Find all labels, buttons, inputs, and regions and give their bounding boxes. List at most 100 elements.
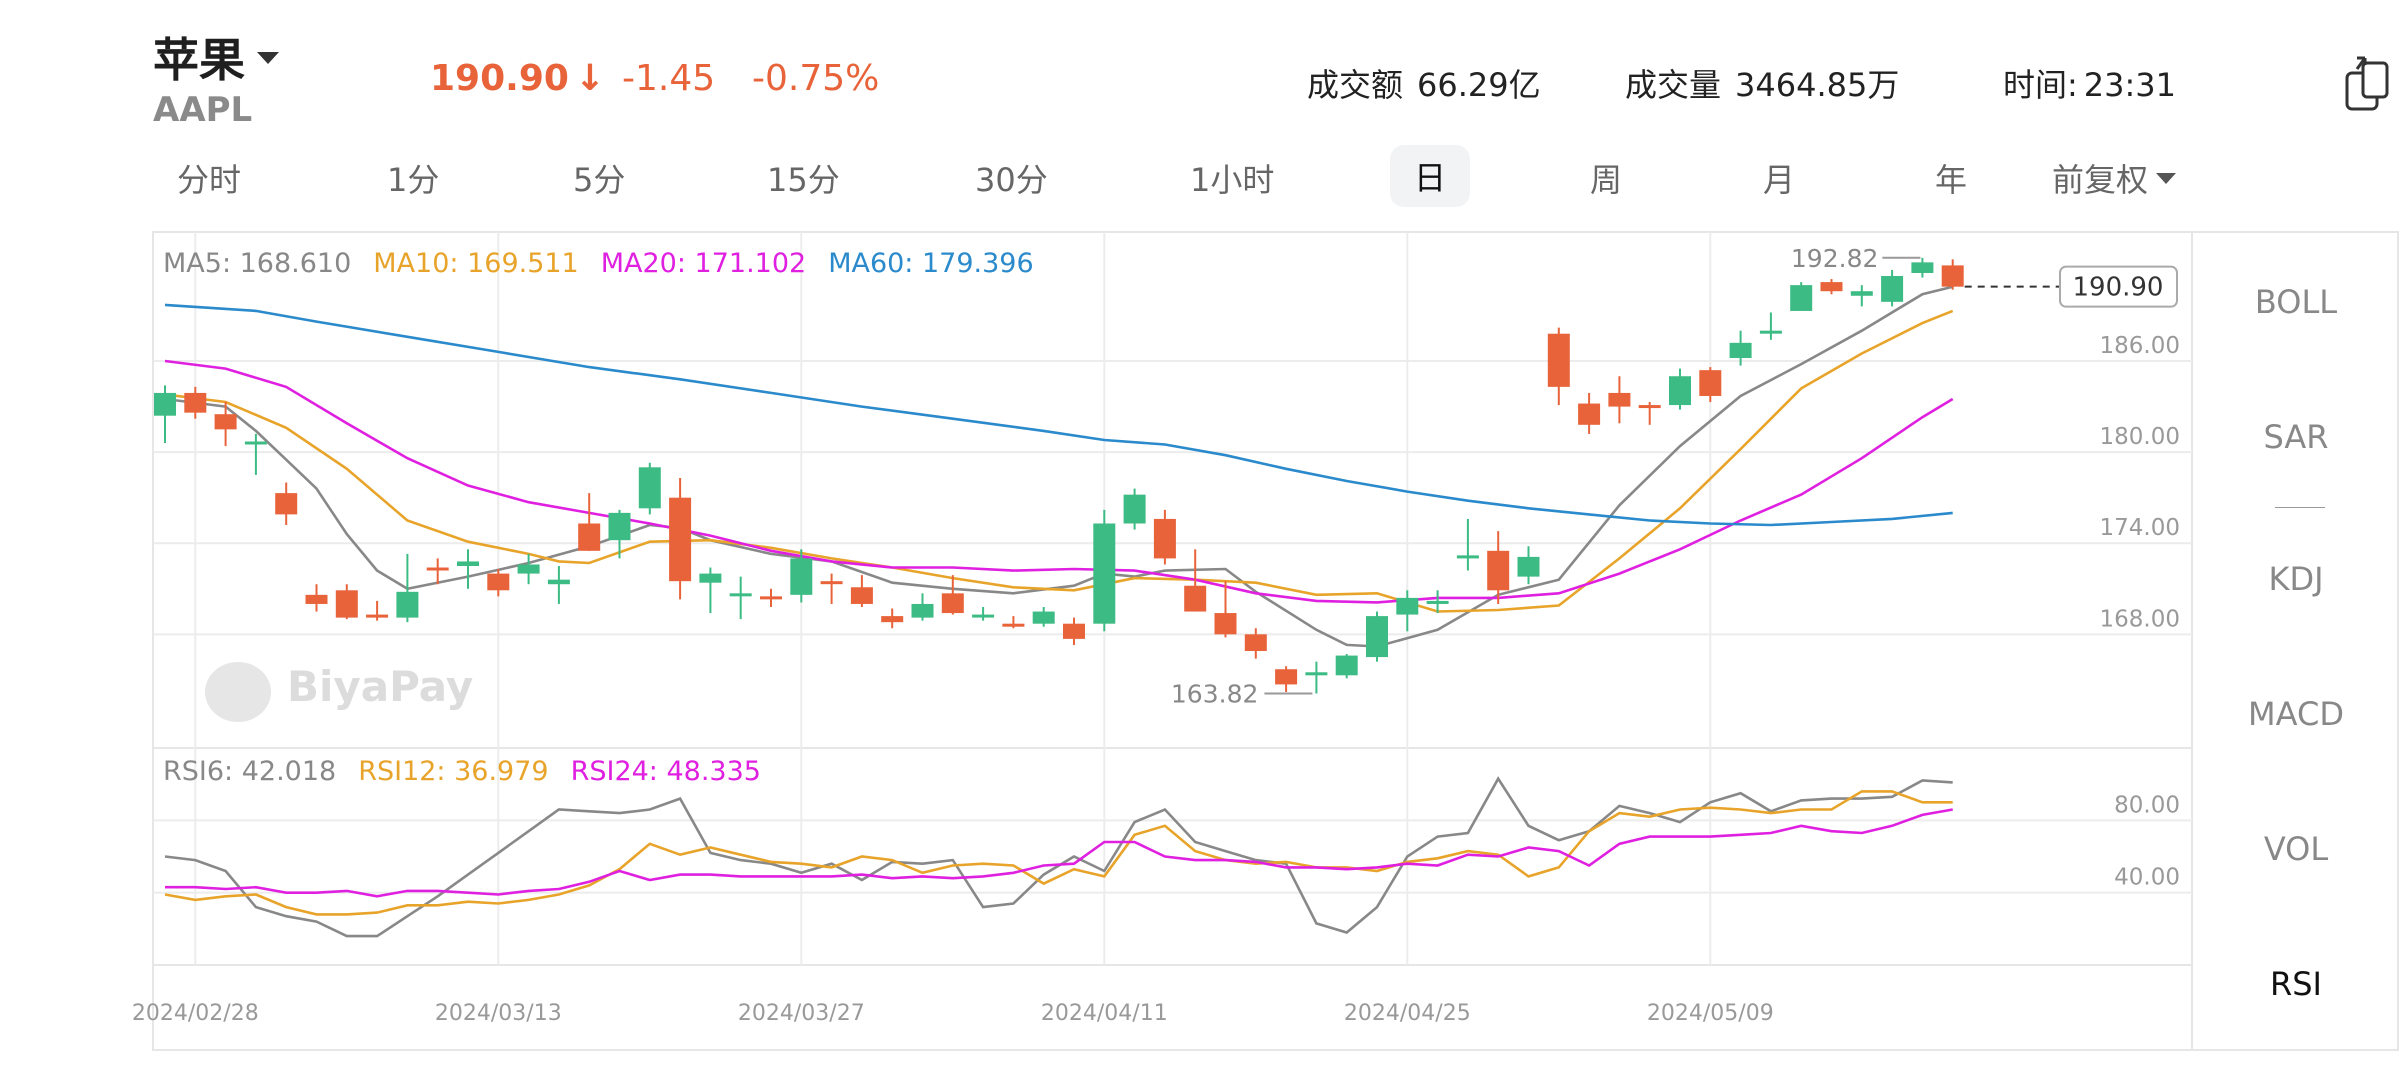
candle-body xyxy=(335,590,358,618)
tab-day[interactable]: 日 xyxy=(1390,145,1471,207)
candle xyxy=(578,493,601,551)
candle xyxy=(669,477,692,600)
tab-week[interactable]: 周 xyxy=(1590,161,1623,199)
tab-year[interactable]: 年 xyxy=(1935,161,1968,199)
tab-1hour[interactable]: 1小时 xyxy=(1190,161,1275,199)
candle-body xyxy=(1578,403,1601,425)
candle xyxy=(760,588,782,607)
indicator-sar[interactable]: SAR xyxy=(2263,418,2329,456)
candle-body xyxy=(1184,585,1207,612)
price-value: 190.90 ↓ xyxy=(430,58,605,99)
candle xyxy=(1608,376,1631,424)
tab-timeshare[interactable]: 分时 xyxy=(177,161,242,199)
stock-name[interactable]: 苹果 xyxy=(153,24,279,90)
rsi-line-rsi12 xyxy=(164,790,1953,916)
ma-legend-item: MA10: 169.511 xyxy=(373,248,578,279)
candle-body xyxy=(396,591,419,618)
candle xyxy=(790,549,813,603)
candle xyxy=(608,509,631,559)
watermark-logo xyxy=(205,662,271,722)
candle-body xyxy=(154,392,176,416)
candle-body xyxy=(1244,634,1267,652)
candle-body xyxy=(1941,265,1964,287)
ma-lines xyxy=(164,285,1954,648)
stock-dropdown-icon[interactable] xyxy=(257,51,279,64)
candle xyxy=(1214,581,1237,638)
candle-body xyxy=(790,558,813,595)
ma-legend-item: MA20: 171.102 xyxy=(601,248,806,279)
candle-body xyxy=(1214,613,1237,635)
candle-body xyxy=(578,523,601,551)
time-stat: 时间: 23:31 xyxy=(2003,60,2176,106)
volume-value: 3464.85万 xyxy=(1735,66,1900,104)
candle-body xyxy=(638,467,661,509)
candle xyxy=(972,606,995,621)
candle-body xyxy=(1275,669,1298,685)
chart-frame xyxy=(152,231,2399,1051)
candle xyxy=(1153,509,1176,565)
candle-body xyxy=(547,579,570,585)
candle xyxy=(1850,285,1873,307)
candle xyxy=(1669,368,1691,410)
candle-body xyxy=(244,441,267,445)
tab-30min[interactable]: 30分 xyxy=(975,161,1048,199)
candle xyxy=(547,566,570,604)
candle xyxy=(517,553,540,585)
ma-legend-item: MA60: 179.396 xyxy=(828,248,1033,279)
indicator-vol[interactable]: VOL xyxy=(2263,830,2329,868)
min-price-label: 163.82 xyxy=(1171,680,1258,709)
candle xyxy=(1881,269,1904,307)
indicator-kdj[interactable]: KDJ xyxy=(2268,560,2324,598)
share-icon[interactable] xyxy=(2345,55,2389,111)
candle-body xyxy=(1517,556,1540,577)
x-tick-label: 2024/03/13 xyxy=(435,1001,562,1026)
candle xyxy=(426,558,449,585)
candle-body xyxy=(850,587,873,604)
candle-body xyxy=(820,581,843,585)
indicator-rsi[interactable]: RSI xyxy=(2270,965,2322,1003)
price-text: 190.90 xyxy=(430,58,569,99)
candle-body xyxy=(214,414,237,430)
rsi-line-rsi6 xyxy=(164,776,1953,938)
x-tick-label: 2024/05/09 xyxy=(1647,1001,1774,1026)
candle xyxy=(1790,282,1813,311)
candle-body xyxy=(669,497,692,582)
candle-body xyxy=(1790,285,1813,311)
candle xyxy=(1759,312,1782,340)
tab-1min[interactable]: 1分 xyxy=(387,161,440,199)
candle xyxy=(1456,518,1479,571)
candle xyxy=(1123,488,1146,530)
candle xyxy=(184,386,207,419)
volume-label: 成交量 xyxy=(1625,66,1722,104)
candle-body xyxy=(275,493,298,515)
candle xyxy=(1275,666,1298,693)
tab-15min[interactable]: 15分 xyxy=(767,161,840,199)
candle xyxy=(1638,402,1661,425)
adjust-dropdown[interactable]: 前复权 xyxy=(2052,155,2177,201)
chart-grid xyxy=(152,231,2399,1051)
candle-body xyxy=(1881,276,1904,302)
stock-ticker: AAPL xyxy=(153,90,253,130)
candle-body xyxy=(426,567,449,571)
turnover-stat: 成交额 66.29亿 xyxy=(1307,60,1541,106)
candle-body xyxy=(1456,555,1479,559)
y-tick-label: 180.00 xyxy=(2100,424,2180,450)
indicator-macd[interactable]: MACD xyxy=(2248,695,2344,733)
candle xyxy=(1729,330,1752,366)
rsi-legend-item: RSI12: 36.979 xyxy=(358,756,548,787)
volume-stat: 成交量 3464.85万 xyxy=(1625,60,1899,106)
candle xyxy=(275,482,298,526)
candle xyxy=(1244,628,1267,659)
price-change-percent: -0.75% xyxy=(752,58,880,99)
tab-month[interactable]: 月 xyxy=(1763,161,1796,199)
stock-name-text: 苹果 xyxy=(153,33,245,87)
candle-body xyxy=(881,616,904,623)
tab-5min[interactable]: 5分 xyxy=(573,161,626,199)
y-tick-label: 174.00 xyxy=(2100,515,2180,541)
candle xyxy=(638,462,661,515)
indicator-boll[interactable]: BOLL xyxy=(2254,283,2338,321)
candle xyxy=(1578,392,1601,434)
candle-body xyxy=(1093,523,1116,624)
adjust-label: 前复权 xyxy=(2052,161,2149,199)
candle-body xyxy=(1366,616,1388,658)
